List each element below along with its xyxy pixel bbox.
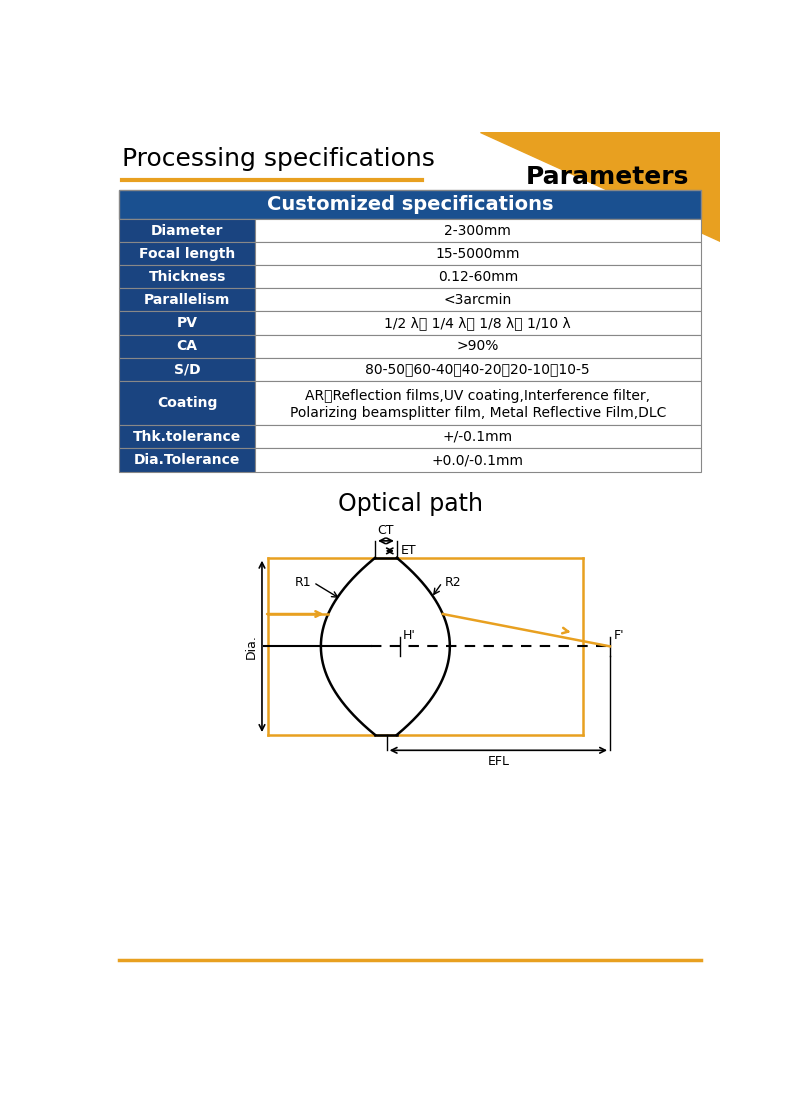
FancyBboxPatch shape <box>119 242 255 265</box>
Text: Coating: Coating <box>157 396 218 410</box>
Text: PV: PV <box>177 316 198 330</box>
Text: CT: CT <box>378 524 394 537</box>
Text: 2-300mm: 2-300mm <box>444 223 511 238</box>
Text: Focal length: Focal length <box>139 246 235 261</box>
Text: +/-0.1mm: +/-0.1mm <box>442 430 513 444</box>
FancyBboxPatch shape <box>255 265 701 288</box>
Text: Customized specifications: Customized specifications <box>266 195 554 213</box>
FancyBboxPatch shape <box>255 358 701 381</box>
Text: 0.12-60mm: 0.12-60mm <box>438 270 518 284</box>
Text: >90%: >90% <box>457 339 499 353</box>
Text: Dia.: Dia. <box>244 634 258 659</box>
FancyBboxPatch shape <box>255 288 701 311</box>
FancyBboxPatch shape <box>119 265 255 288</box>
Text: Parameters: Parameters <box>526 165 690 189</box>
FancyBboxPatch shape <box>119 381 255 426</box>
FancyBboxPatch shape <box>255 381 701 426</box>
FancyBboxPatch shape <box>255 426 701 449</box>
Text: Processing specifications: Processing specifications <box>122 147 434 170</box>
Text: +0.0/-0.1mm: +0.0/-0.1mm <box>432 453 524 468</box>
Text: R2: R2 <box>445 576 461 588</box>
Text: S/D: S/D <box>174 362 201 376</box>
Text: Polarizing beamsplitter film, Metal Reflective Film,DLC: Polarizing beamsplitter film, Metal Refl… <box>290 406 666 420</box>
Text: AR、Reflection films,UV coating,Interference filter,: AR、Reflection films,UV coating,Interfere… <box>306 389 650 404</box>
Text: H': H' <box>403 629 416 641</box>
FancyBboxPatch shape <box>255 449 701 472</box>
Text: Diameter: Diameter <box>151 223 223 238</box>
Text: Optical path: Optical path <box>338 492 482 516</box>
Text: 15-5000mm: 15-5000mm <box>435 246 520 261</box>
FancyBboxPatch shape <box>119 189 701 219</box>
Polygon shape <box>480 132 720 241</box>
FancyBboxPatch shape <box>119 334 255 358</box>
FancyBboxPatch shape <box>119 358 255 381</box>
Text: <3arcmin: <3arcmin <box>444 293 512 307</box>
FancyBboxPatch shape <box>119 311 255 334</box>
FancyBboxPatch shape <box>255 311 701 334</box>
Text: R1: R1 <box>294 576 311 588</box>
FancyBboxPatch shape <box>255 219 701 242</box>
FancyBboxPatch shape <box>119 426 255 449</box>
Text: EFL: EFL <box>487 755 510 768</box>
Text: Dia.Tolerance: Dia.Tolerance <box>134 453 240 468</box>
Text: Thickness: Thickness <box>149 270 226 284</box>
Text: CA: CA <box>177 339 198 353</box>
Text: 1/2 λ、 1/4 λ、 1/8 λ、 1/10 λ: 1/2 λ、 1/4 λ、 1/8 λ、 1/10 λ <box>385 316 571 330</box>
FancyBboxPatch shape <box>255 334 701 358</box>
Text: Parallelism: Parallelism <box>144 293 230 307</box>
Text: 80-50、60-40、40-20、20-10、10-5: 80-50、60-40、40-20、20-10、10-5 <box>366 362 590 376</box>
Text: Thk.tolerance: Thk.tolerance <box>133 430 242 444</box>
FancyBboxPatch shape <box>119 219 255 242</box>
Text: F': F' <box>614 629 625 641</box>
Text: ET: ET <box>401 544 416 558</box>
FancyBboxPatch shape <box>119 288 255 311</box>
FancyBboxPatch shape <box>119 449 255 472</box>
FancyBboxPatch shape <box>255 242 701 265</box>
